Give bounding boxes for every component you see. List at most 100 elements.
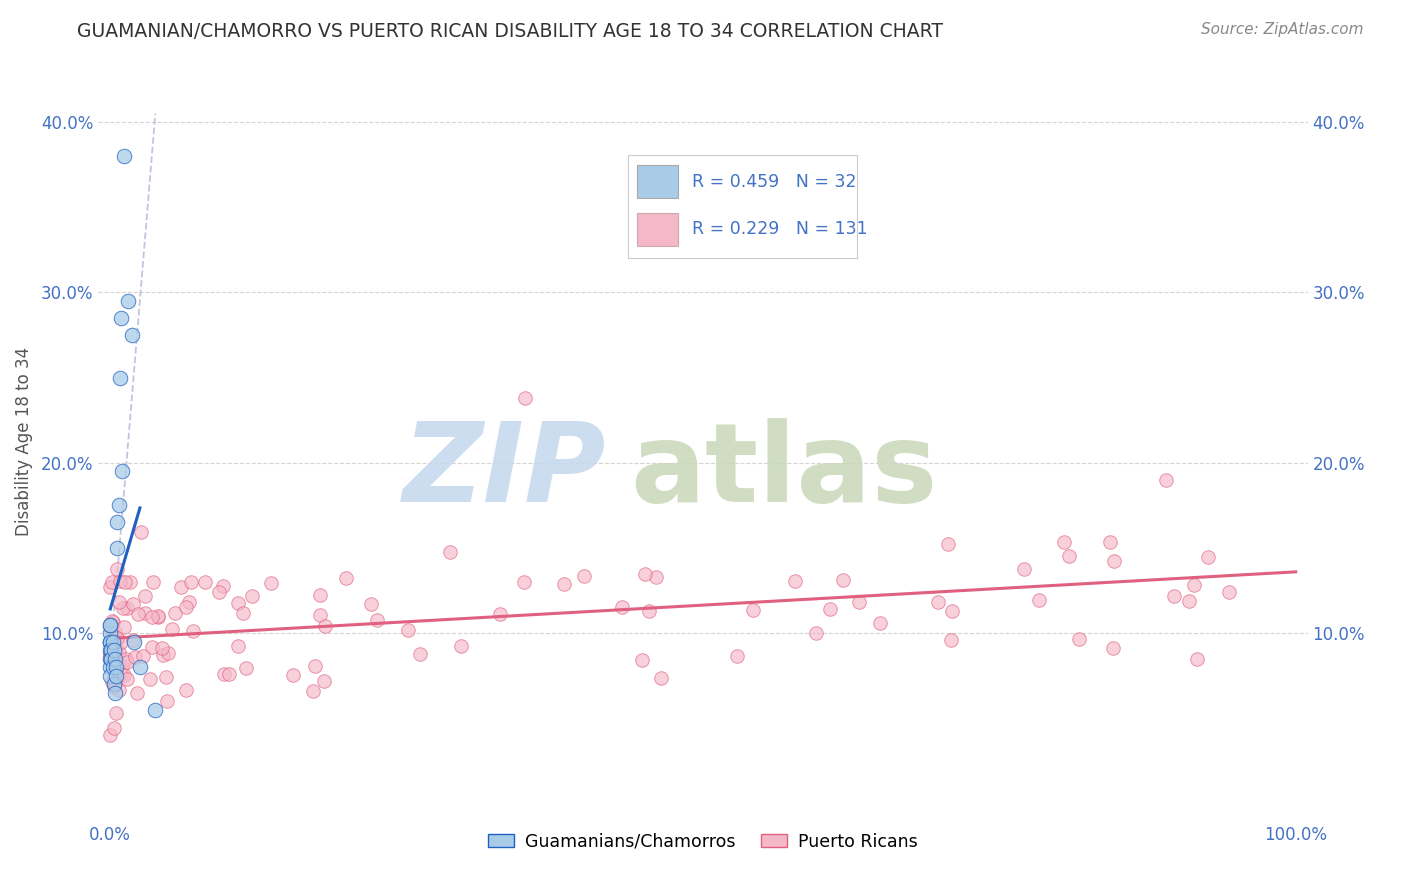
Point [1182, 578, 1205, 592]
Point [105, 631, 128, 645]
Point [936, 537, 959, 551]
Point [181, 624, 204, 638]
Point [515, 391, 537, 405]
Text: GUAMANIAN/CHAMORRO VS PUERTO RICAN DISABILITY AGE 18 TO 34 CORRELATION CHART: GUAMANIAN/CHAMORRO VS PUERTO RICAN DISAB… [77, 22, 943, 41]
Point [138, 672, 160, 686]
Point [105, 653, 128, 667]
Point [146, 609, 169, 624]
Point [98, 634, 121, 648]
Bar [637, 213, 678, 246]
Text: R = 0.459   N = 32: R = 0.459 N = 32 [692, 173, 856, 191]
Point [513, 574, 536, 589]
Point [1028, 593, 1050, 607]
Point [1177, 593, 1199, 607]
Point [122, 597, 145, 611]
Point [409, 647, 432, 661]
Point [98, 660, 121, 674]
Point [98, 581, 121, 595]
Point [122, 634, 145, 648]
Point [98, 643, 121, 657]
Point [489, 607, 512, 621]
Point [132, 648, 155, 663]
Point [98, 647, 121, 661]
Point [98, 651, 121, 665]
Point [1197, 550, 1219, 565]
Point [120, 574, 142, 589]
Point [240, 589, 263, 603]
Point [941, 604, 963, 618]
Point [104, 625, 127, 640]
Point [152, 648, 174, 662]
Point [156, 693, 179, 707]
Point [927, 595, 949, 609]
Point [218, 666, 240, 681]
Point [180, 574, 202, 589]
Text: R = 0.229   N = 131: R = 0.229 N = 131 [692, 220, 868, 238]
Point [309, 588, 332, 602]
Point [105, 541, 128, 555]
Point [108, 574, 131, 589]
Point [104, 641, 127, 656]
Point [650, 671, 672, 685]
Point [98, 617, 121, 632]
Point [98, 652, 121, 666]
Point [103, 680, 125, 694]
Point [111, 464, 134, 478]
Point [122, 633, 145, 648]
Point [110, 667, 132, 681]
Point [725, 648, 748, 663]
Point [98, 620, 121, 634]
Point [1067, 632, 1090, 647]
Point [104, 677, 127, 691]
Point [208, 585, 231, 599]
Point [104, 663, 127, 677]
Point [450, 639, 472, 653]
Point [304, 658, 326, 673]
Point [644, 569, 666, 583]
Point [98, 634, 121, 648]
Point [818, 601, 841, 615]
Point [235, 661, 257, 675]
Bar [637, 165, 678, 198]
Point [160, 623, 183, 637]
Point [121, 328, 143, 343]
Point [143, 703, 166, 717]
Point [553, 576, 575, 591]
Point [832, 573, 855, 587]
Point [98, 728, 121, 742]
Point [141, 640, 163, 654]
Point [110, 634, 132, 648]
Point [312, 673, 335, 688]
Point [108, 595, 131, 609]
Point [100, 652, 122, 666]
Point [104, 686, 127, 700]
Point [1218, 585, 1240, 599]
Point [157, 646, 180, 660]
Point [101, 660, 124, 674]
Point [610, 599, 633, 614]
Point [110, 658, 132, 673]
Point [1012, 562, 1035, 576]
Point [112, 668, 135, 682]
Point [869, 616, 891, 631]
Point [101, 634, 124, 648]
Point [107, 683, 129, 698]
Point [360, 597, 382, 611]
Point [101, 574, 124, 589]
Point [112, 620, 135, 634]
Point [104, 706, 127, 720]
Point [105, 562, 128, 576]
Point [150, 641, 173, 656]
Point [309, 607, 332, 622]
Point [631, 653, 654, 667]
Point [741, 603, 763, 617]
Point [114, 149, 136, 163]
Point [100, 643, 122, 657]
Point [366, 614, 388, 628]
Point [396, 624, 419, 638]
Point [124, 650, 146, 665]
Point [134, 589, 156, 603]
Point [114, 652, 136, 666]
Point [939, 632, 962, 647]
Point [98, 634, 121, 648]
